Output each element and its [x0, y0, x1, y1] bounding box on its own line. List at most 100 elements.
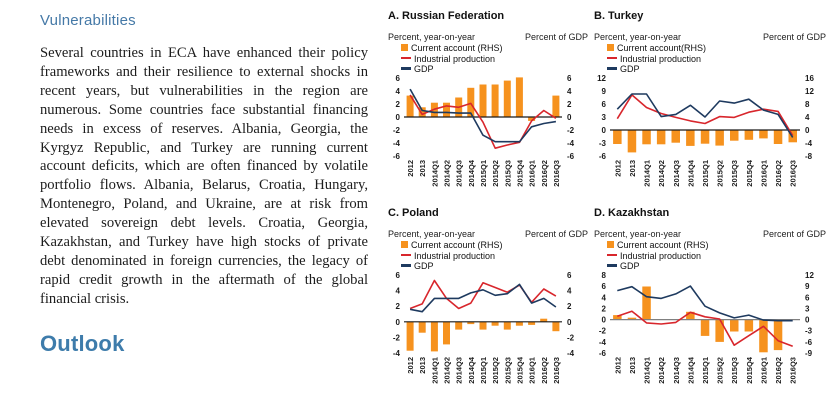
- svg-text:2016Q2: 2016Q2: [774, 160, 783, 187]
- svg-text:2013: 2013: [628, 357, 637, 374]
- left-axis-unit-label: Percent, year-on-year: [388, 229, 476, 239]
- svg-text:2: 2: [602, 304, 607, 313]
- svg-text:-4: -4: [393, 349, 401, 358]
- svg-text:-4: -4: [805, 139, 813, 148]
- legend-line-swatch-icon: [401, 56, 411, 60]
- svg-text:2014Q3: 2014Q3: [455, 357, 464, 384]
- svg-text:6: 6: [805, 293, 810, 302]
- svg-text:2015Q2: 2015Q2: [716, 357, 725, 384]
- svg-text:16: 16: [805, 74, 814, 83]
- svg-text:2015Q2: 2015Q2: [491, 357, 500, 384]
- svg-text:2016Q3: 2016Q3: [552, 357, 561, 384]
- svg-text:-6: -6: [567, 152, 575, 161]
- chart-panel-poland: C. Poland Percent, year-on-year Percent …: [388, 207, 594, 403]
- legend-line-swatch-icon: [607, 253, 617, 257]
- svg-text:0: 0: [567, 317, 572, 326]
- svg-text:2016Q2: 2016Q2: [540, 357, 549, 384]
- legend-line-swatch-icon: [401, 253, 411, 257]
- legend-bar-swatch-icon: [607, 241, 614, 249]
- svg-text:6: 6: [602, 100, 607, 109]
- legend-item-industrial-production: Industrial production: [401, 251, 594, 262]
- svg-text:-2: -2: [393, 333, 401, 342]
- svg-text:2015Q2: 2015Q2: [716, 160, 725, 187]
- figure-panel-grid: A. Russian Federation Percent, year-on-y…: [388, 10, 829, 403]
- svg-text:2014Q2: 2014Q2: [657, 357, 666, 384]
- chart-title: A. Russian Federation: [388, 10, 505, 22]
- svg-text:-6: -6: [599, 152, 607, 161]
- svg-text:2016Q1: 2016Q1: [528, 357, 537, 384]
- svg-text:4: 4: [602, 293, 607, 302]
- chart-legend: Current account (RHS) Industrial product…: [401, 43, 594, 75]
- legend-item-gdp: GDP: [607, 64, 829, 75]
- svg-text:0: 0: [602, 315, 607, 324]
- svg-text:-6: -6: [805, 337, 813, 346]
- svg-text:2014Q4: 2014Q4: [467, 159, 476, 187]
- legend-item-gdp: GDP: [401, 64, 594, 75]
- legend-item-gdp: GDP: [607, 261, 829, 272]
- left-axis-unit-label: Percent, year-on-year: [388, 32, 476, 42]
- svg-text:2013: 2013: [628, 160, 637, 177]
- svg-text:2014Q2: 2014Q2: [443, 357, 452, 384]
- left-text-column: Vulnerabilities Several countries in ECA…: [40, 12, 368, 357]
- svg-text:2016Q3: 2016Q3: [789, 357, 798, 384]
- svg-text:0: 0: [396, 317, 401, 326]
- svg-text:2: 2: [567, 100, 572, 109]
- svg-text:6: 6: [396, 271, 401, 280]
- svg-text:2014Q3: 2014Q3: [672, 357, 681, 384]
- svg-text:6: 6: [602, 282, 607, 291]
- svg-text:3: 3: [805, 304, 810, 313]
- svg-text:6: 6: [567, 74, 572, 83]
- svg-text:2012: 2012: [613, 160, 622, 177]
- axis-unit-labels: Percent, year-on-year Percent of GDP: [594, 32, 826, 42]
- right-axis-unit-label: Percent of GDP: [524, 229, 588, 239]
- svg-text:4: 4: [396, 87, 401, 96]
- svg-text:2015Q3: 2015Q3: [503, 357, 512, 384]
- svg-text:2014Q2: 2014Q2: [443, 160, 452, 187]
- svg-text:2012: 2012: [613, 357, 622, 374]
- svg-text:2016Q3: 2016Q3: [789, 160, 798, 187]
- legend-line-swatch-icon: [607, 264, 617, 267]
- svg-text:2016Q1: 2016Q1: [760, 160, 769, 187]
- legend-bar-swatch-icon: [401, 44, 408, 52]
- svg-text:-2: -2: [567, 333, 575, 342]
- svg-text:2015Q4: 2015Q4: [745, 356, 754, 384]
- svg-text:9: 9: [602, 87, 607, 96]
- legend-line-swatch-icon: [401, 67, 411, 70]
- svg-text:12: 12: [805, 87, 814, 96]
- legend-item-current-account: Current account (RHS): [401, 43, 594, 54]
- svg-text:2014Q1: 2014Q1: [643, 160, 652, 187]
- svg-text:-2: -2: [567, 126, 575, 135]
- svg-text:2: 2: [567, 302, 572, 311]
- svg-text:12: 12: [597, 74, 606, 83]
- svg-text:-4: -4: [393, 139, 401, 148]
- svg-text:2: 2: [396, 100, 401, 109]
- chart-legend: Current account (RHS) Industrial product…: [401, 240, 594, 272]
- svg-text:8: 8: [805, 100, 810, 109]
- section-heading-vulnerabilities: Vulnerabilities: [40, 12, 136, 29]
- axis-unit-labels: Percent, year-on-year Percent of GDP: [388, 32, 588, 42]
- legend-item-current-account: Current account (RHS): [401, 240, 594, 251]
- legend-item-industrial-production: Industrial production: [607, 251, 829, 262]
- svg-text:2015Q1: 2015Q1: [701, 357, 710, 384]
- left-axis-unit-label: Percent, year-on-year: [594, 229, 682, 239]
- svg-text:2014Q1: 2014Q1: [430, 357, 439, 384]
- legend-item-gdp: GDP: [401, 261, 594, 272]
- svg-text:2015Q2: 2015Q2: [491, 160, 500, 187]
- chart-title: B. Turkey: [594, 10, 644, 22]
- svg-text:6: 6: [396, 74, 401, 83]
- chart-plot-area: 12 16 9 12 6 8 3 4 0 0 -3 -4 -6 -8 2012 2013 2014Q1 2014Q…: [597, 74, 814, 187]
- svg-text:-4: -4: [567, 139, 575, 148]
- chart-title: D. Kazakhstan: [594, 207, 670, 219]
- right-axis-unit-label: Percent of GDP: [762, 32, 826, 42]
- svg-text:2015Q4: 2015Q4: [516, 356, 525, 384]
- svg-text:2015Q4: 2015Q4: [516, 159, 525, 187]
- legend-line-swatch-icon: [607, 56, 617, 60]
- legend-item-industrial-production: Industrial production: [401, 54, 594, 65]
- svg-text:2012: 2012: [406, 357, 415, 374]
- svg-text:2015Q3: 2015Q3: [503, 160, 512, 187]
- svg-text:0: 0: [805, 315, 810, 324]
- right-axis-unit-label: Percent of GDP: [762, 229, 826, 239]
- chart-legend: Current account (RHS) Industrial product…: [607, 240, 829, 272]
- chart-panel-russian-federation: A. Russian Federation Percent, year-on-y…: [388, 10, 594, 207]
- svg-text:4: 4: [396, 286, 401, 295]
